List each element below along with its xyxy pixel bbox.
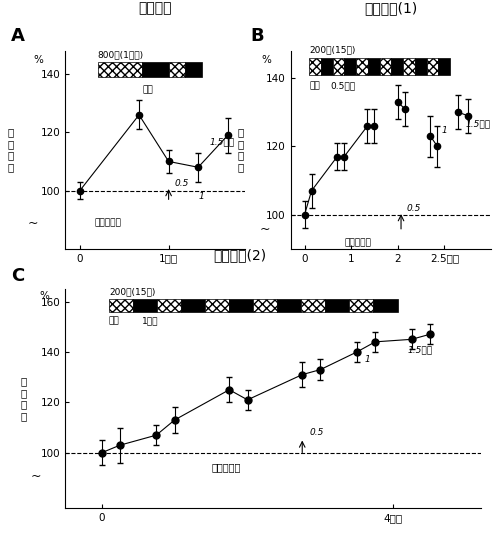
Bar	[169, 63, 185, 77]
Text: %: %	[262, 55, 272, 65]
Bar	[426, 58, 438, 75]
Text: 局所麻酔剂: 局所麻酔剂	[95, 218, 122, 227]
Text: 運
動
力
量: 運 動 力 量	[21, 376, 27, 421]
Bar	[438, 58, 450, 75]
Text: 200回(15分): 200回(15分)	[309, 45, 356, 54]
Text: 0.5時間: 0.5時間	[330, 81, 355, 90]
Text: 集中学習: 集中学習	[139, 1, 172, 15]
Bar	[356, 58, 368, 75]
Bar	[373, 299, 397, 311]
Text: 800回(1時間): 800回(1時間)	[98, 51, 144, 59]
Text: 運
動
力
量: 運 動 力 量	[237, 127, 243, 172]
Bar	[229, 299, 253, 311]
Text: 休憩: 休憩	[109, 317, 120, 326]
Text: %: %	[33, 55, 43, 65]
Text: 分散学習(2): 分散学習(2)	[213, 249, 267, 263]
Bar	[277, 299, 301, 311]
Bar	[109, 299, 133, 311]
Text: 1時間: 1時間	[142, 317, 158, 326]
Text: 1: 1	[442, 126, 448, 135]
Bar	[301, 299, 325, 311]
Text: A: A	[11, 27, 25, 45]
Bar	[349, 299, 373, 311]
Text: ~: ~	[28, 217, 38, 230]
Text: 局所麻酔剂: 局所麻酔剂	[344, 239, 371, 247]
Bar	[333, 58, 344, 75]
Bar	[321, 58, 333, 75]
Bar	[325, 299, 349, 311]
Text: 1: 1	[364, 355, 370, 364]
Bar	[133, 299, 157, 311]
Text: 1: 1	[198, 192, 204, 201]
Bar	[368, 58, 380, 75]
Bar	[98, 63, 142, 77]
Bar	[309, 58, 321, 75]
Text: 分散学習(1): 分散学習(1)	[364, 1, 417, 15]
Bar	[253, 299, 277, 311]
Bar	[205, 299, 229, 311]
Text: 局所麻酔剂: 局所麻酔剂	[211, 462, 240, 472]
Text: 休憩: 休憩	[309, 81, 320, 90]
Bar	[157, 299, 181, 311]
Bar	[380, 58, 391, 75]
Bar	[403, 58, 415, 75]
Bar	[142, 63, 169, 77]
Text: 200回(15分): 200回(15分)	[109, 287, 155, 296]
Text: 休憩: 休憩	[142, 86, 153, 95]
Text: 1.5時郭: 1.5時郭	[408, 345, 433, 354]
Bar	[181, 299, 205, 311]
Bar	[185, 63, 202, 77]
Text: %: %	[40, 291, 49, 301]
Text: 1.5時郭: 1.5時郭	[210, 137, 235, 146]
Text: 0.5: 0.5	[174, 179, 189, 188]
Text: 0.5: 0.5	[406, 204, 420, 213]
Bar	[344, 58, 356, 75]
Text: ~: ~	[31, 470, 41, 483]
Text: 1.5時郭: 1.5時郭	[465, 119, 490, 128]
Bar	[415, 58, 426, 75]
Text: B: B	[250, 27, 264, 45]
Text: 運
動
力
量: 運 動 力 量	[8, 127, 14, 172]
Text: ~: ~	[260, 223, 270, 236]
Text: 0.5: 0.5	[310, 428, 324, 437]
Bar	[391, 58, 403, 75]
Text: C: C	[11, 267, 25, 285]
